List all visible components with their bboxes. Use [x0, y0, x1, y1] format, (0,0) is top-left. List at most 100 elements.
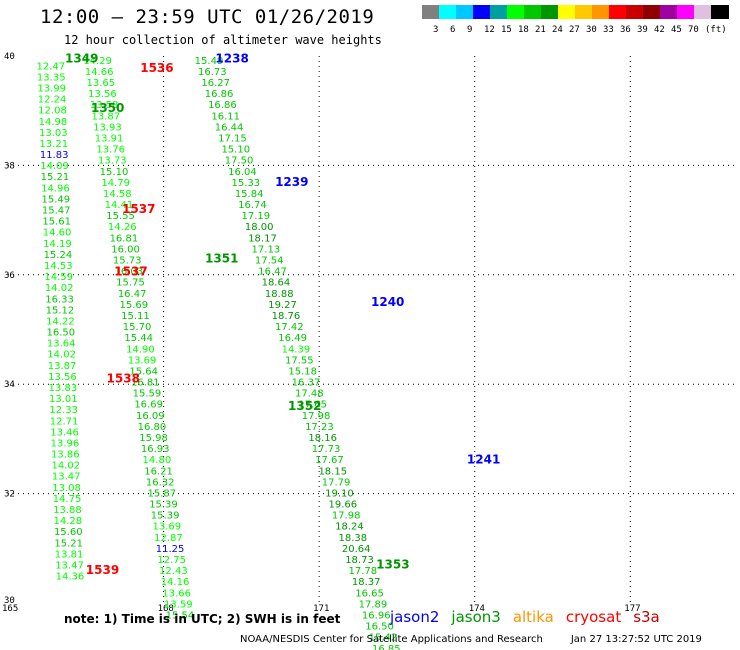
wave-height-value: 14.26 [108, 222, 137, 233]
legend-swatch [456, 5, 474, 19]
wave-height-value: 15.61 [42, 217, 71, 228]
wave-height-value: 17.79 [322, 477, 351, 488]
wave-height-value: 18.76 [272, 311, 301, 322]
wave-height-value: 17.55 [285, 355, 314, 366]
pass-time-label: 1537 [114, 265, 147, 279]
legend-swatch [473, 5, 491, 19]
wave-height-value: 15.70 [123, 322, 152, 333]
wave-height-value: 19.10 [325, 488, 354, 499]
wave-height-value: 14.79 [101, 178, 130, 189]
wave-height-value: 15.73 [113, 256, 142, 267]
wave-height-value: 14.16 [161, 577, 190, 588]
wave-height-value: 14.58 [103, 189, 132, 200]
wave-height-value: 15.39 [151, 511, 180, 522]
legend-label: 30 [586, 25, 597, 35]
wave-height-value: 16.81 [110, 233, 139, 244]
satellite-jason2: jason2 [390, 608, 440, 626]
pass-time-label: 1353 [376, 558, 409, 572]
wave-height-value: 18.88 [265, 289, 294, 300]
x-tick-label: 168 [158, 604, 174, 614]
wave-height-value: 15.98 [139, 433, 168, 444]
wave-height-value: 15.87 [148, 488, 177, 499]
legend-label: 18 [518, 25, 529, 35]
legend-swatch [575, 5, 593, 19]
wave-height-value: 15.21 [41, 172, 70, 183]
wave-height-value: 20.64 [342, 544, 371, 555]
wave-height-value: 17.42 [275, 322, 304, 333]
wave-height-value: 18.15 [318, 466, 347, 477]
wave-height-value: 15.33 [231, 178, 260, 189]
legend-swatch [626, 5, 644, 19]
wave-height-value: 17.23 [305, 422, 334, 433]
wave-height-value: 13.96 [51, 438, 80, 449]
wave-observations: 12.4713.3513.9912.2412.0814.9813.0313.21… [37, 56, 401, 650]
wave-height-value: 16.85 [372, 644, 401, 650]
wave-height-value: 14.19 [43, 239, 72, 250]
legend-label: 6 [450, 25, 456, 35]
legend-label: 24 [552, 25, 563, 35]
wave-height-value: 15.60 [54, 527, 83, 538]
satellite-altika: altika [512, 608, 554, 626]
legend-swatch [422, 5, 440, 19]
pass-time-label: 1240 [371, 295, 404, 309]
wave-height-value: 16.96 [362, 610, 391, 621]
wave-height-value: 13.47 [52, 472, 81, 483]
x-tick-label: 171 [313, 604, 329, 614]
wave-height-value: 18.17 [248, 233, 277, 244]
pass-time-label: 1238 [215, 52, 248, 66]
wave-height-value: 16.80 [138, 422, 167, 433]
pass-time-label: 1349 [65, 52, 98, 66]
x-tick-label: 177 [624, 604, 640, 614]
wave-height-value: 18.37 [352, 577, 381, 588]
y-tick-label: 30 [4, 596, 15, 606]
wave-height-value: 13.08 [52, 483, 81, 494]
wave-height-value: 14.36 [56, 572, 85, 583]
wave-height-value: 15.49 [41, 194, 70, 205]
wave-height-value: 15.42 [369, 633, 398, 644]
legend-label: 45 [671, 25, 682, 35]
chart-title: 12:00 – 23:59 UTC 01/26/2019 [40, 6, 375, 28]
wave-height-value: 13.83 [49, 383, 78, 394]
wave-height-value: 14.75 [53, 494, 82, 505]
legend-label: 12 [484, 25, 495, 35]
wave-height-value: 13.58 [90, 100, 119, 111]
wave-height-value: 13.69 [128, 355, 157, 366]
wave-height-value: 14.80 [143, 455, 172, 466]
legend-label: 36 [620, 25, 631, 35]
legend-swatch [660, 5, 678, 19]
wave-height-value: 17.48 [295, 389, 324, 400]
wave-height-value: 17.98 [332, 511, 361, 522]
legend-swatch [558, 5, 576, 19]
wave-height-value: 13.76 [96, 145, 125, 156]
wave-height-value: 17.67 [315, 455, 344, 466]
wave-height-value: 16.27 [201, 78, 230, 89]
pass-time-label: 1538 [107, 372, 140, 386]
pass-time-label: 1351 [205, 251, 238, 265]
legend-swatch [711, 5, 729, 19]
wave-height-value: 16.50 [46, 328, 75, 339]
x-tick-label: 174 [469, 604, 485, 614]
wave-height-value: 12.33 [49, 405, 78, 416]
wave-height-value: 18.16 [308, 433, 337, 444]
color-scale-legend: 3 6 9 12 15 18 21 24 27 30 33 36 39 42 45 70 (ft) [422, 5, 732, 39]
wave-height-value: 12.08 [38, 106, 67, 117]
legend-label: 39 [637, 25, 648, 35]
wave-height-value: 16.73 [198, 67, 227, 78]
x-tick-label: 165 [2, 604, 18, 614]
credit-line: NOAA/NESDIS Center for Satellite Applica… [240, 634, 702, 645]
credit-text: NOAA/NESDIS Center for Satellite Applica… [240, 634, 543, 645]
wave-height-value: 16.49 [278, 333, 307, 344]
wave-height-value: 12.24 [38, 95, 67, 106]
y-tick-label: 38 [4, 161, 15, 171]
wave-height-value: 16.11 [211, 111, 240, 122]
wave-height-value: 15.24 [44, 250, 73, 261]
legend-swatch [643, 5, 661, 19]
satellite-legend: jason2 jason3 altika cryosat s3a [390, 608, 672, 626]
wave-height-value: 16.86 [208, 100, 237, 111]
wave-height-value: 13.01 [49, 394, 78, 405]
wave-height-value: 12.47 [37, 61, 66, 72]
wave-height-value: 14.96 [41, 183, 70, 194]
wave-height-value: 17.73 [312, 444, 341, 455]
wave-height-value: 17.50 [225, 156, 254, 167]
